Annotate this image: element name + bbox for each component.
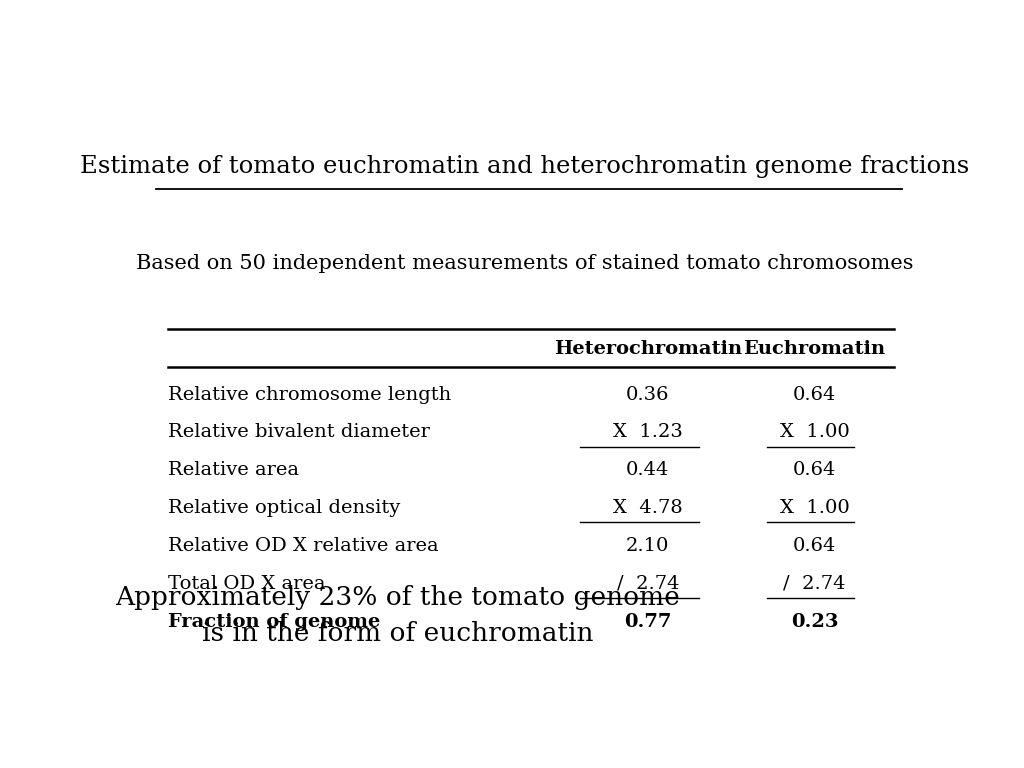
Text: 0.64: 0.64 [793,537,837,555]
Text: Relative bivalent diameter: Relative bivalent diameter [168,423,429,442]
Text: 0.77: 0.77 [624,613,672,631]
Text: X  1.00: X 1.00 [779,423,849,442]
Text: is in the form of euchromatin: is in the form of euchromatin [202,621,594,646]
Text: 0.64: 0.64 [793,462,837,479]
Text: Relative chromosome length: Relative chromosome length [168,386,451,403]
Text: Relative area: Relative area [168,462,299,479]
Text: /  2.74: / 2.74 [783,574,846,593]
Text: 0.36: 0.36 [626,386,670,403]
Text: X  1.23: X 1.23 [613,423,683,442]
Text: Relative optical density: Relative optical density [168,499,400,517]
Text: 2.10: 2.10 [626,537,670,555]
Text: Estimate of tomato euchromatin and heterochromatin genome fractions: Estimate of tomato euchromatin and heter… [80,154,970,177]
Text: X  4.78: X 4.78 [613,499,683,517]
Text: Relative OD X relative area: Relative OD X relative area [168,537,438,555]
Text: Heterochromatin: Heterochromatin [554,340,741,359]
Text: 0.23: 0.23 [791,613,839,631]
Text: Euchromatin: Euchromatin [743,340,886,359]
Text: /  2.74: / 2.74 [616,574,679,593]
Text: 0.64: 0.64 [793,386,837,403]
Text: 0.44: 0.44 [626,462,670,479]
Text: Fraction of genome: Fraction of genome [168,613,380,631]
Text: X  1.00: X 1.00 [779,499,849,517]
Text: Based on 50 independent measurements of stained tomato chromosomes: Based on 50 independent measurements of … [136,254,913,273]
Text: Approximately 23% of the tomato genome: Approximately 23% of the tomato genome [116,585,680,611]
Text: Total OD X area: Total OD X area [168,574,326,593]
